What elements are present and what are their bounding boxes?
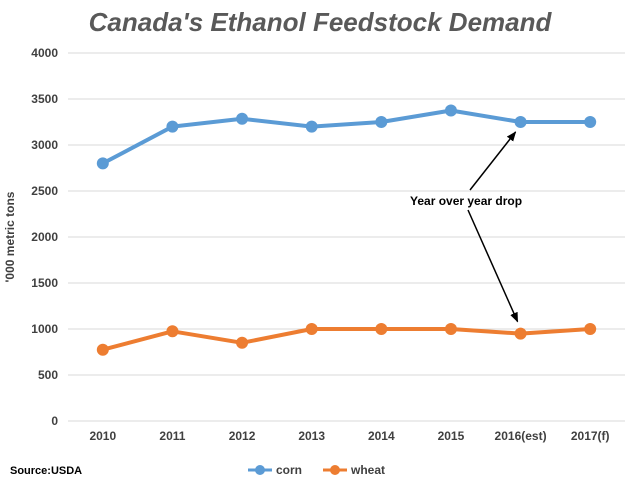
data-point-wheat: [236, 336, 249, 349]
series-corn: [96, 104, 597, 170]
x-tick-label: 2011: [159, 429, 185, 443]
data-point-wheat: [96, 343, 109, 356]
x-tick-label: 2015: [438, 429, 465, 443]
y-tick-label: 1000: [31, 322, 58, 336]
annotation-text: Year over year drop: [410, 194, 522, 208]
data-point-wheat: [305, 323, 318, 335]
legend-label: corn: [276, 463, 302, 477]
chart-title: Canada's Ethanol Feedstock Demand: [89, 7, 553, 37]
legend: corn wheat: [248, 463, 385, 477]
x-tick-label: 2017(f): [571, 429, 610, 443]
y-tick-label: 2500: [31, 184, 58, 198]
data-point-corn: [96, 157, 109, 170]
data-point-corn: [166, 120, 179, 133]
series-line-wheat: [100, 327, 593, 352]
x-tick-label: 2012: [229, 429, 256, 443]
annotation-arrow: [469, 131, 517, 191]
data-point-corn: [584, 116, 597, 128]
series-wheat: [96, 323, 597, 356]
legend-marker: [330, 465, 340, 475]
y-tick-label: 4000: [31, 46, 58, 60]
series-line-corn: [100, 108, 593, 166]
data-point-wheat: [514, 327, 527, 340]
x-tick-label: 2010: [89, 429, 116, 443]
y-tick-label: 1500: [31, 276, 58, 290]
x-tick-label: 2016(est): [495, 429, 547, 443]
x-tick-label: 2014: [368, 429, 395, 443]
legend-marker: [255, 465, 265, 475]
y-tick-label: 2000: [31, 230, 58, 244]
source-text: Source:USDA: [10, 465, 82, 477]
y-tick-labels: 0 500 1000 1500 2000 2500 3000 3500 4000: [31, 46, 58, 428]
x-tick-labels: 2010 2011 2012 2013 2014 2015 2016(est) 2017(f): [89, 429, 609, 443]
series: [96, 104, 597, 356]
y-tick-label: 0: [51, 414, 58, 428]
legend-item-wheat: wheat: [323, 463, 385, 477]
y-axis-title: '000 metric tons: [3, 191, 17, 282]
legend-label: wheat: [350, 463, 385, 477]
data-point-corn: [305, 120, 318, 133]
y-tick-label: 3500: [31, 92, 58, 106]
data-point-wheat: [166, 325, 179, 338]
gridlines: [68, 52, 625, 422]
y-tick-label: 3000: [31, 138, 58, 152]
annotation: Year over year drop: [410, 131, 522, 323]
data-point-wheat: [375, 323, 388, 335]
x-tick-label: 2013: [298, 429, 325, 443]
legend-item-corn: corn: [248, 463, 302, 477]
data-point-wheat: [444, 323, 457, 335]
data-point-corn: [375, 116, 388, 128]
y-tick-label: 500: [38, 368, 58, 382]
data-point-corn: [514, 116, 527, 128]
data-point-corn: [236, 112, 249, 125]
annotation-arrow: [467, 209, 519, 323]
data-point-corn: [444, 104, 457, 117]
data-point-wheat: [584, 323, 597, 335]
